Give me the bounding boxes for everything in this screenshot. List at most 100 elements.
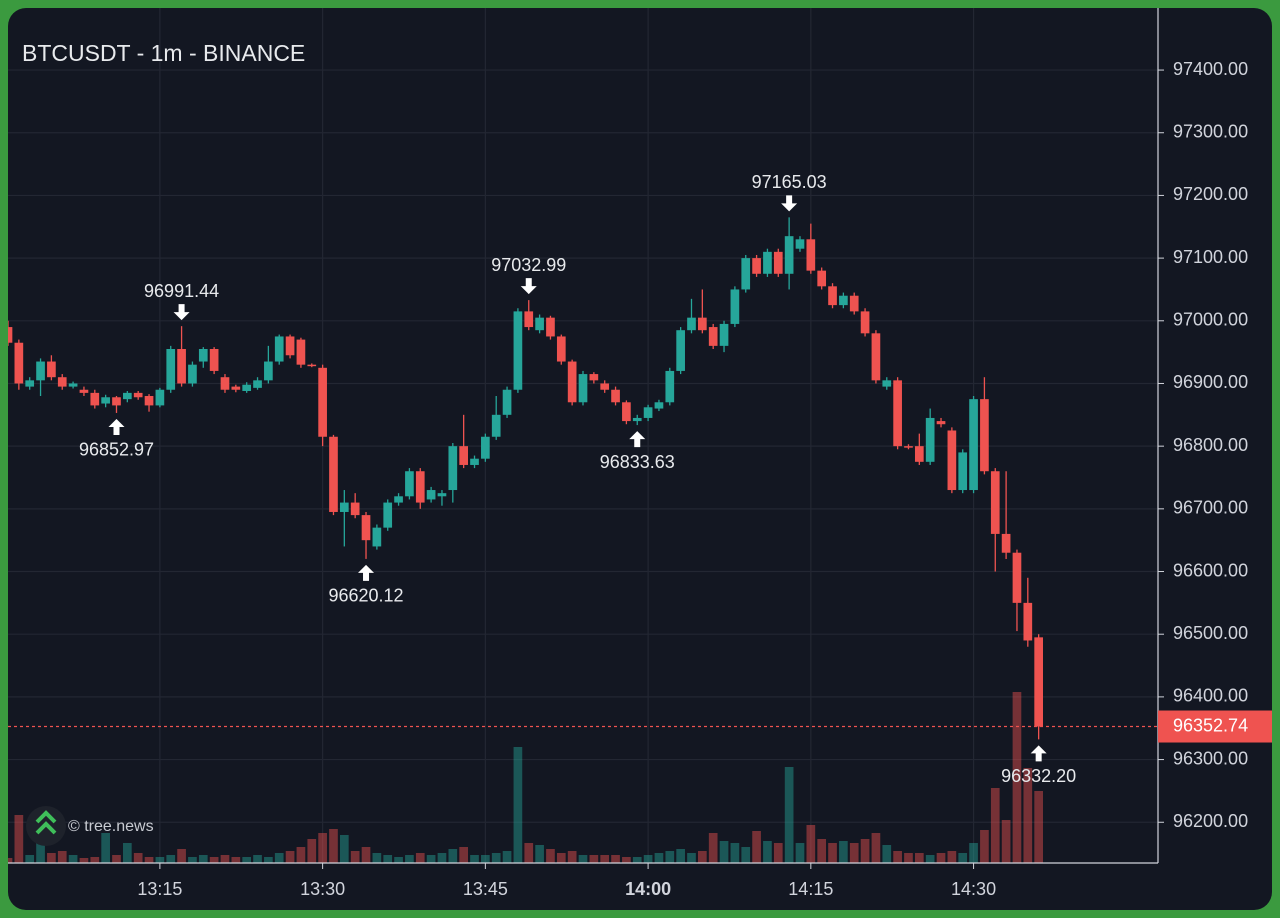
candle-body [405,471,414,497]
volume-bar [188,857,197,863]
candle-body [817,270,827,287]
candle-body [274,336,284,362]
volume-bar [415,853,425,863]
volume-bar [708,833,718,863]
candle-body [296,339,306,365]
candle-body [14,342,24,384]
x-tick-label: 13:45 [463,879,508,899]
candle-body [904,446,913,448]
candle-body [763,251,772,274]
candle-body [795,239,805,249]
marker-arrow [358,564,375,581]
grid [8,8,1164,869]
candle-body [849,295,859,312]
volume-bar [914,853,924,863]
volume-bar [264,857,273,863]
candle-body [600,383,610,390]
volume-bar [773,843,783,863]
volume-bar [231,857,241,863]
volume-bar [14,815,24,863]
low-label: 96852.97 [79,440,154,460]
candle-body [676,330,685,371]
candle-body [752,258,761,274]
candle-body [773,251,783,274]
candle-body [36,361,45,381]
volume-bar [405,855,414,863]
volume-bar [622,857,631,863]
volume-bar [513,747,523,863]
candle-body [68,383,78,387]
candle-body [806,239,816,271]
volume-bar [632,857,642,863]
volume-bar [318,833,327,863]
low-label: 96833.63 [600,452,675,472]
volume-bar [101,833,110,863]
marker-arrow [629,431,646,448]
volume-bar [600,855,610,863]
candle-body [47,361,56,378]
volume-bar [242,857,252,863]
candle-body [719,323,729,346]
volume-bar [882,845,892,863]
candle-body [448,446,458,491]
volume-bar [990,788,1000,863]
volume-bar [198,855,208,863]
volume-bar [90,857,100,863]
candle-body [394,496,403,503]
y-tick-label: 97300.00 [1173,121,1248,141]
volume-bar [698,851,707,863]
candle-body [481,436,490,459]
candle-body [925,417,935,462]
candle-body [329,436,338,512]
candle-body [350,502,360,516]
volume-bar [741,847,751,863]
high-label: 97032.99 [491,255,566,275]
volume-bar [394,857,403,863]
volume-bar [578,855,588,863]
candle-body [958,452,968,491]
watermark: © tree.news [68,818,154,835]
volume-bar [535,845,544,863]
volume-bar [546,849,555,863]
volume-bar [719,841,729,863]
volume-bar [177,849,186,863]
marker-arrow [108,418,125,435]
y-tick-label: 96900.00 [1173,372,1248,392]
volume-bar [285,851,295,863]
candle-body [1012,552,1022,603]
candle-body [860,311,870,334]
marker-arrow [520,278,537,295]
volume-bar [556,853,566,863]
volume-bar [8,858,13,863]
candle-body [990,471,1000,534]
candle-body [220,377,230,390]
volume-bar [665,851,675,863]
volume-bar [220,855,230,863]
volume-bar [209,857,219,863]
volume-bar [871,833,881,863]
last-price-badge [1158,710,1272,743]
candle-body [589,374,599,381]
volume-bar [123,843,132,863]
candle-body [415,471,425,503]
volume-bar [643,855,653,863]
candle-body [980,399,989,472]
candle-body [687,317,696,331]
marker-arrow [173,304,190,321]
y-tick-label: 96700.00 [1173,498,1248,518]
candle-body [871,333,881,381]
volume-bar [112,855,121,863]
volume-bar [828,843,837,863]
volume-bar [470,855,479,863]
volume-bar [1012,692,1022,863]
volume-bar [350,851,360,863]
candle-body [25,380,35,387]
volume-bar [980,830,989,863]
candle-body [372,527,382,547]
volume-bar [676,849,685,863]
y-tick-label: 96500.00 [1173,623,1248,643]
high-label: 97165.03 [752,172,827,192]
volume-bar [567,851,577,863]
candle-body [491,414,501,437]
volume-bar [383,855,393,863]
